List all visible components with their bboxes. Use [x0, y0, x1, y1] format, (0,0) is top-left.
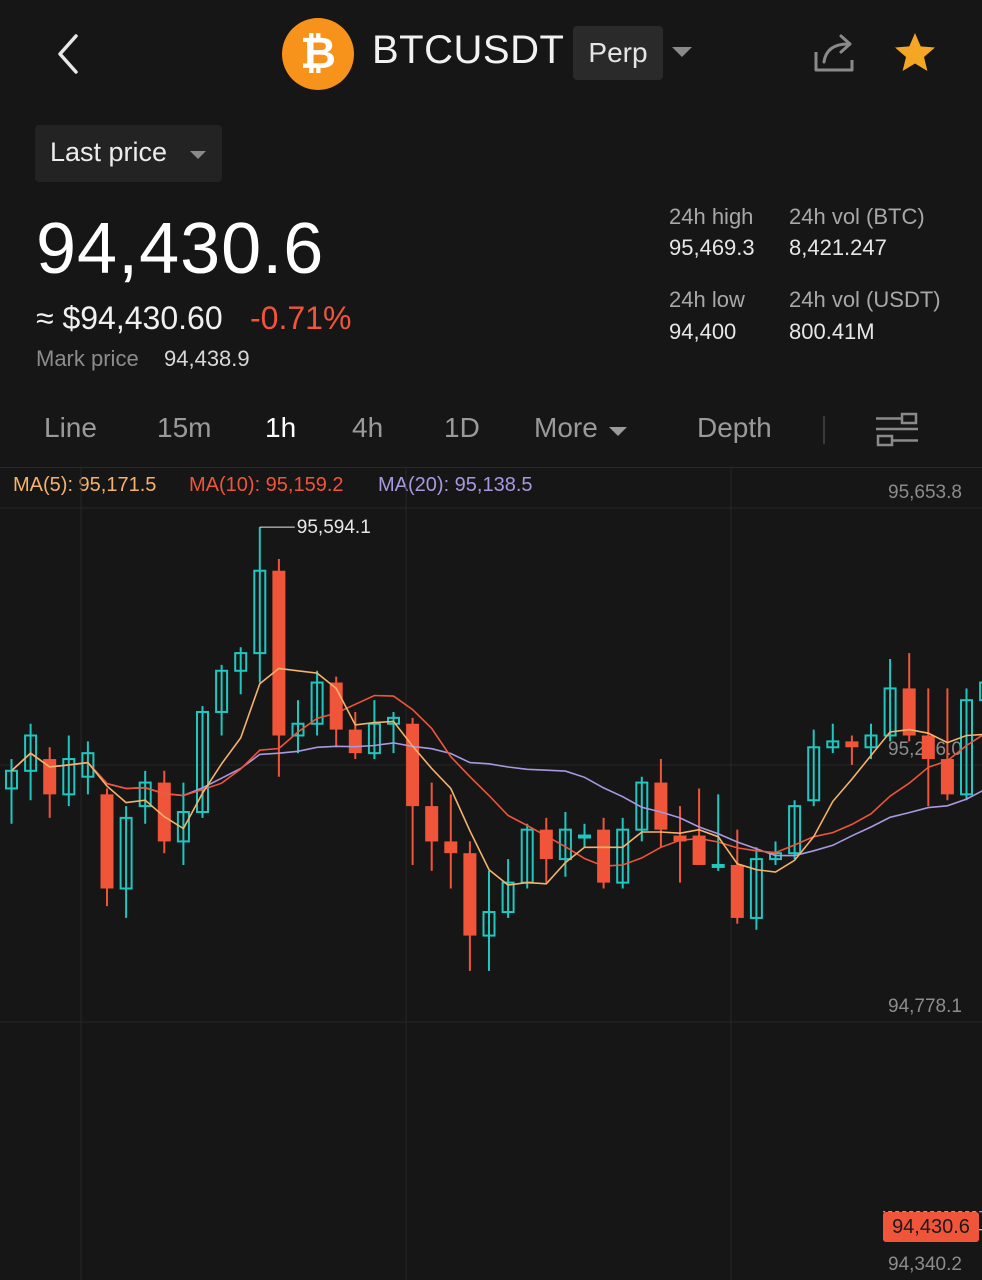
- candle-body: [157, 782, 171, 842]
- candlestick-chart[interactable]: 95,594.194,400.0: [0, 468, 982, 1280]
- candle-body: [616, 828, 630, 884]
- candle-body: [24, 734, 38, 772]
- candle-body: [730, 864, 744, 918]
- candle-body: [234, 652, 248, 672]
- change-percent: -0.71%: [250, 300, 352, 336]
- candle-body: [940, 759, 954, 795]
- low-24h-label: 24h low: [669, 287, 745, 312]
- tab-15m[interactable]: 15m: [157, 412, 212, 443]
- candle-body: [826, 740, 840, 749]
- candle-body: [654, 782, 668, 830]
- high-24h-label: 24h high: [669, 204, 754, 229]
- candle-body: [291, 722, 305, 737]
- chart-settings-icon[interactable]: [874, 412, 920, 448]
- vol-usdt-label: 24h vol (USDT): [789, 287, 941, 312]
- chevron-down-icon: [190, 151, 206, 159]
- candle-body: [501, 881, 515, 914]
- tab-more[interactable]: More: [534, 412, 598, 443]
- candle-body: [711, 863, 725, 868]
- candle-body: [807, 746, 821, 802]
- candle-body: [348, 729, 362, 754]
- ma5-legend: MA(5): 95,171.5: [13, 474, 157, 496]
- candle-body: [310, 681, 324, 725]
- tab-1h[interactable]: 1h: [265, 412, 297, 443]
- candle-body: [272, 570, 286, 736]
- contract-type-badge[interactable]: Perp: [573, 26, 663, 80]
- low-24h-value: 94,400: [669, 319, 737, 344]
- tab-depth[interactable]: Depth: [697, 412, 772, 443]
- chevron-left-icon[interactable]: [50, 30, 90, 78]
- candle-body: [597, 829, 611, 883]
- tab-divider: [823, 416, 825, 444]
- candle-body: [635, 781, 649, 831]
- candle-body: [578, 834, 591, 839]
- candle-body: [463, 853, 477, 936]
- candle-body: [406, 723, 420, 807]
- price-mode-dropdown[interactable]: Last price: [35, 125, 222, 182]
- candle-body: [119, 816, 133, 890]
- mark-price-label: Mark price: [36, 346, 139, 371]
- candle-body: [196, 710, 209, 814]
- symbol-dropdown-caret-icon[interactable]: [672, 47, 692, 57]
- share-icon[interactable]: [810, 30, 858, 76]
- vol-btc-value: 8,421.247: [789, 235, 887, 260]
- candle-body: [864, 734, 878, 749]
- vol-usdt-value: 800.41M: [789, 319, 875, 344]
- candle-body: [81, 752, 95, 778]
- candle-body: [425, 806, 439, 842]
- candle-body: [960, 699, 973, 796]
- candle-body: [253, 569, 267, 655]
- candle-body: [43, 759, 57, 795]
- y-axis-label-3: 94,778.1: [888, 996, 962, 1017]
- candle-body: [5, 769, 18, 790]
- candle-body: [902, 688, 916, 736]
- symbol-title[interactable]: BTCUSDT: [372, 28, 565, 72]
- candle-body: [138, 781, 152, 808]
- candle-body: [387, 716, 400, 725]
- mark-price-value: 94,438.9: [164, 346, 250, 371]
- ma20-legend: MA(20): 95,138.5: [378, 474, 533, 496]
- candle-body: [883, 687, 897, 737]
- bitcoin-icon: ₿: [282, 18, 354, 90]
- candle-body: [215, 669, 229, 713]
- y-axis-label-top: 95,653.8: [888, 482, 962, 503]
- candle-body: [979, 681, 982, 702]
- ma10-line: [10, 694, 982, 867]
- candle-body: [921, 735, 935, 760]
- vol-btc-label: 24h vol (BTC): [789, 204, 925, 229]
- tab-line[interactable]: Line: [44, 412, 97, 443]
- ma10-legend: MA(10): 95,159.2: [189, 474, 344, 496]
- candle-body: [62, 758, 76, 796]
- candle-body: [692, 835, 706, 865]
- chevron-down-icon: [609, 427, 627, 436]
- candle-body: [444, 841, 458, 854]
- candle-body: [367, 722, 381, 755]
- last-price: 94,430.6: [36, 209, 325, 289]
- y-axis-label-bottom: 94,340.2: [888, 1254, 962, 1275]
- candle-body: [482, 911, 496, 937]
- candle-body: [176, 811, 190, 843]
- candle-body: [749, 858, 763, 919]
- price-mode-label: Last price: [50, 137, 168, 167]
- high-24h-value: 95,469.3: [669, 235, 755, 260]
- candle-body: [673, 835, 687, 842]
- tabs-divider: [0, 467, 982, 468]
- approx-usd-price: ≈ $94,430.60: [36, 300, 223, 336]
- candle-body: [788, 805, 802, 855]
- ma5-line: [10, 667, 982, 886]
- current-price-badge: 94,430.6: [883, 1212, 979, 1242]
- candle-body: [100, 794, 114, 889]
- tab-1d[interactable]: 1D: [444, 412, 480, 443]
- tab-4h[interactable]: 4h: [352, 412, 384, 443]
- high-marker-label: 95,594.1: [297, 517, 371, 538]
- candle-body: [845, 741, 859, 748]
- ma20-line: [10, 742, 982, 857]
- star-icon[interactable]: [892, 30, 938, 76]
